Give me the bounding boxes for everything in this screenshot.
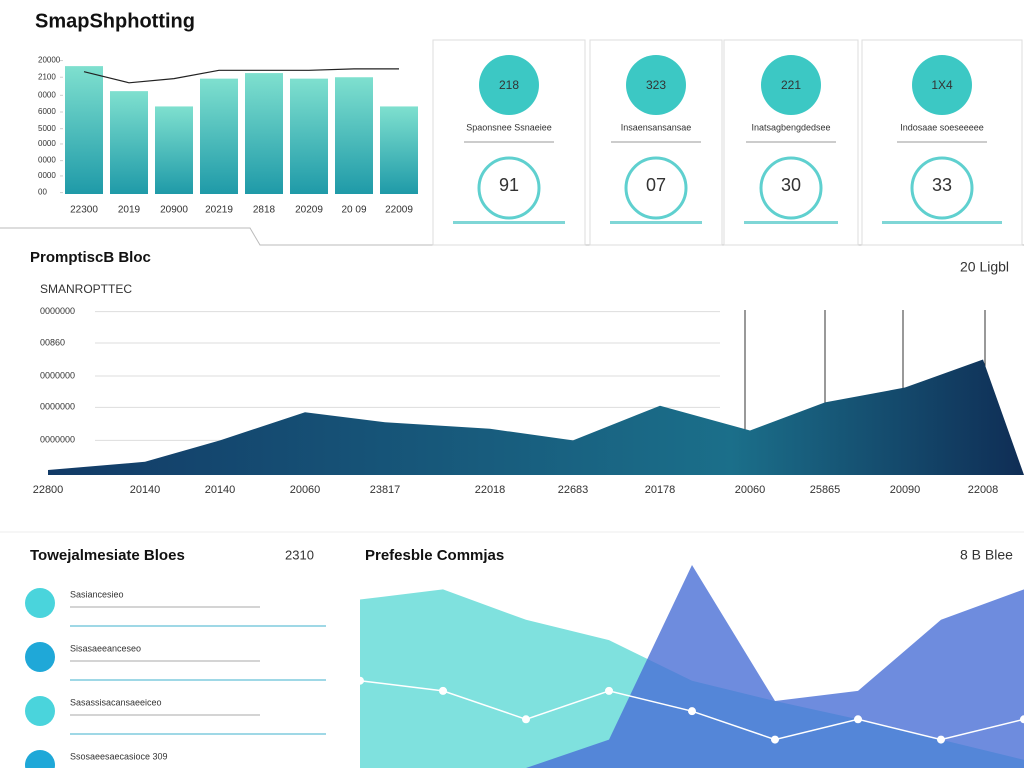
ring-value: 07: [646, 175, 666, 195]
ring: [759, 156, 823, 220]
card-label: Insaensansansae: [621, 122, 692, 132]
card-value: 323: [646, 78, 666, 92]
badge: [761, 55, 821, 115]
ring: [624, 156, 688, 220]
point: [854, 715, 862, 724]
y-tick-label: 0000: [38, 171, 56, 180]
bar: [380, 106, 418, 194]
y-tick-label: 00: [38, 188, 47, 197]
y-tick-label: 0000000: [40, 435, 75, 445]
bar: [110, 91, 148, 194]
x-tick-label: 2818: [253, 205, 276, 216]
ring-value: 91: [499, 175, 519, 195]
x-tick-label: 22008: [968, 484, 999, 496]
x-tick-label: 25865: [810, 484, 841, 496]
y-tick-label: 6000: [38, 107, 56, 116]
list-item: Sasassisacansaeeiceo: [70, 697, 162, 707]
card-value: 218: [499, 78, 519, 92]
point: [522, 715, 530, 724]
badge: [626, 55, 686, 115]
y-tick-label: 0000000: [40, 370, 75, 380]
x-tick-label: 20900: [160, 205, 188, 216]
progress: [882, 221, 1002, 224]
point: [605, 686, 613, 695]
bar: [155, 106, 193, 194]
x-tick-label: 20060: [290, 484, 321, 496]
ring: [477, 156, 541, 220]
bar: [65, 66, 103, 194]
subtitle: SMANROPTTEC: [40, 282, 132, 296]
progress: [70, 733, 326, 735]
badge: [912, 55, 972, 115]
progress: [70, 625, 326, 627]
list-icon: [25, 642, 55, 672]
area: [48, 359, 1024, 475]
card-value: 1X4: [931, 78, 953, 92]
card-value: 221: [781, 78, 801, 92]
title: SmapShphotting: [35, 10, 195, 32]
list-item: Ssosaeesaecasioce 309: [70, 751, 168, 761]
x-tick-label: 20219: [205, 205, 233, 216]
y-tick-label: 0000000: [40, 306, 75, 316]
point: [439, 686, 447, 695]
point: [937, 735, 945, 744]
x-tick-label: 2019: [118, 205, 141, 216]
x-tick-label: 22018: [475, 484, 506, 496]
list-item: Sisasaeeanceseo: [70, 643, 141, 653]
x-tick-label: 23817: [370, 484, 401, 496]
badge: [479, 55, 539, 115]
x-tick-label: 22683: [558, 484, 589, 496]
bar: [245, 73, 283, 194]
section-label: 8 B Blee: [960, 547, 1013, 563]
x-tick-label: 20060: [735, 484, 766, 496]
line: [83, 68, 399, 84]
point: [1020, 715, 1024, 724]
x-tick-label: 20090: [890, 484, 921, 496]
x-tick-label: 20209: [295, 205, 323, 216]
x-tick-label: 20 09: [341, 205, 366, 216]
point: [771, 735, 779, 744]
list-item: Sasiancesieo: [70, 589, 124, 599]
point: [356, 676, 364, 685]
y-tick-label: 0000: [38, 156, 56, 165]
progress: [70, 679, 326, 681]
y-tick-label: 0000: [38, 139, 56, 148]
x-tick-label: 22009: [385, 205, 413, 216]
section-title: Towejalmesiate Bloes: [30, 547, 185, 564]
progress: [744, 221, 838, 224]
y-tick-label: 2100: [38, 72, 56, 81]
x-tick-label: 20140: [205, 484, 236, 496]
card-label: Indosaae soeseeeee: [900, 122, 984, 132]
y-tick-label: 20000: [38, 56, 61, 65]
x-tick-label: 22300: [70, 205, 98, 216]
ring-value: 33: [932, 175, 952, 195]
list-icon: [25, 588, 55, 618]
section-label: 20 Ligbl: [960, 259, 1009, 275]
section-label: 2310: [285, 547, 314, 562]
x-tick-label: 22800: [33, 484, 64, 496]
y-tick-label: 0000000: [40, 402, 75, 412]
bar: [200, 78, 238, 194]
progress: [610, 221, 702, 224]
card-label: Spaonsnee Ssnaeiee: [466, 122, 552, 132]
y-tick-label: 5000: [38, 124, 56, 133]
ring-value: 30: [781, 175, 801, 195]
x-tick-label: 20140: [130, 484, 161, 496]
y-tick-label: 00860: [40, 337, 65, 347]
section-title: PromptiscB Bloc: [30, 249, 151, 266]
section-title: Prefesble Commjas: [365, 547, 504, 564]
bar: [335, 77, 373, 194]
point: [688, 707, 696, 716]
x-tick-label: 20178: [645, 484, 676, 496]
bar: [290, 78, 328, 194]
list-icon: [25, 696, 55, 726]
card-label: Inatsagbengdedsee: [751, 122, 830, 132]
ring: [910, 156, 974, 220]
progress: [453, 221, 565, 224]
y-tick-label: 0000: [38, 90, 56, 99]
list-icon: [25, 750, 55, 773]
